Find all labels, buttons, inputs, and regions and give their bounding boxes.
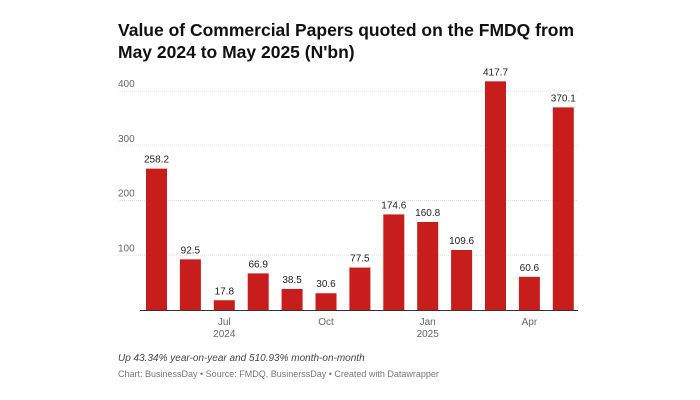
data-label: 60.6 <box>520 263 540 274</box>
bar <box>315 293 337 310</box>
bar <box>179 259 201 310</box>
x-tick-label: Apr <box>522 317 538 328</box>
bar <box>383 214 405 310</box>
bar <box>247 273 269 310</box>
bar <box>518 276 540 310</box>
data-label: 370.1 <box>551 93 576 104</box>
data-label: 92.5 <box>181 245 201 256</box>
bar <box>213 300 235 310</box>
chart-title: Value of Commercial Papers quoted on the… <box>118 20 575 62</box>
data-label: 17.8 <box>215 286 235 297</box>
y-tick-label: 200 <box>118 189 135 200</box>
data-label: 174.6 <box>381 200 406 211</box>
bar <box>485 81 506 310</box>
data-label: 77.5 <box>350 254 370 265</box>
y-tick-label: 400 <box>118 79 135 90</box>
bar <box>349 267 371 310</box>
data-label: 30.6 <box>316 279 336 290</box>
data-label: 160.8 <box>415 208 440 219</box>
bar <box>552 107 574 311</box>
bar <box>417 221 439 310</box>
chart-credit: Chart: BusinessDay • Source: FMDQ, Busin… <box>118 369 439 379</box>
bar <box>281 288 303 310</box>
data-label: 66.9 <box>248 259 268 270</box>
x-tick-label: Jul <box>218 317 231 328</box>
x-tick-year-label: 2024 <box>213 329 236 340</box>
chart-note: Up 43.34% year-on-year and 510.93% month… <box>118 353 365 364</box>
y-tick-label: 300 <box>118 134 135 145</box>
bar <box>451 249 473 310</box>
x-tick-label: Oct <box>318 317 334 328</box>
y-tick-label: 100 <box>118 243 135 254</box>
x-tick-year-label: 2025 <box>417 329 440 340</box>
data-label: 109.6 <box>449 236 474 247</box>
data-label: 38.5 <box>282 275 302 286</box>
data-label: 417.7 <box>483 67 508 78</box>
x-tick-label: Jan <box>420 317 436 328</box>
bar <box>146 168 167 310</box>
data-label: 258.2 <box>144 155 169 166</box>
